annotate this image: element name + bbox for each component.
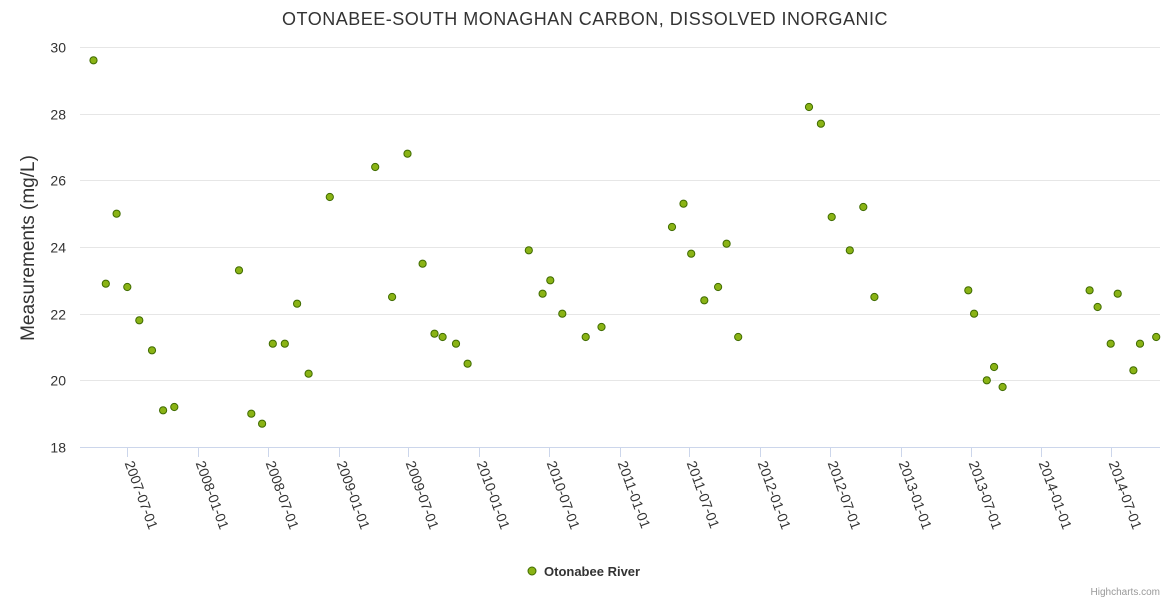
- data-point[interactable]: [722, 239, 731, 248]
- data-point[interactable]: [1129, 366, 1138, 375]
- data-point[interactable]: [135, 316, 144, 325]
- data-point[interactable]: [280, 339, 289, 348]
- data-point[interactable]: [714, 282, 723, 292]
- y-axis-label: Measurements (mg/L): [18, 155, 39, 341]
- x-tick-label: 2010-01-01: [474, 459, 514, 532]
- data-point[interactable]: [581, 332, 590, 342]
- data-point[interactable]: [112, 209, 121, 218]
- data-point[interactable]: [1093, 302, 1102, 312]
- data-point[interactable]: [430, 329, 439, 338]
- data-point[interactable]: [123, 282, 132, 292]
- data-point[interactable]: [418, 259, 427, 268]
- data-point[interactable]: [524, 246, 533, 255]
- data-point[interactable]: [159, 406, 168, 415]
- x-tick-label: 2012-07-01: [825, 459, 865, 532]
- data-point[interactable]: [234, 266, 244, 275]
- data-point[interactable]: [970, 309, 979, 318]
- y-tick-label: 24: [50, 240, 66, 256]
- y-tick-label: 26: [50, 173, 66, 189]
- y-tick-label: 22: [50, 307, 66, 323]
- y-axis-ticks: 18 20 22 24 26 28 30: [50, 40, 66, 456]
- data-point[interactable]: [147, 346, 157, 355]
- x-tick-label: 2008-07-01: [263, 459, 303, 532]
- y-tick-label: 18: [50, 440, 66, 456]
- series-otonabee-river[interactable]: [89, 56, 1161, 428]
- data-point[interactable]: [304, 369, 313, 378]
- grid-lines: [80, 47, 1160, 381]
- data-point[interactable]: [388, 292, 397, 302]
- data-point[interactable]: [538, 289, 547, 298]
- credits-link[interactable]: Highcharts.com: [1091, 587, 1160, 598]
- data-point[interactable]: [170, 402, 179, 412]
- data-point[interactable]: [700, 296, 709, 305]
- data-point[interactable]: [1085, 286, 1094, 295]
- data-point[interactable]: [687, 249, 696, 258]
- legend-label-otonabee-river[interactable]: Otonabee River: [544, 564, 640, 579]
- legend-marker[interactable]: [527, 566, 537, 576]
- data-point[interactable]: [89, 56, 98, 65]
- x-tick-label: 2013-01-01: [896, 459, 936, 532]
- data-point[interactable]: [679, 199, 688, 208]
- data-point[interactable]: [1113, 289, 1122, 298]
- x-tick-label: 2011-01-01: [615, 459, 654, 531]
- data-point[interactable]: [597, 322, 606, 332]
- x-tick-label: 2007-07-01: [122, 459, 162, 532]
- y-tick-label: 28: [50, 107, 66, 123]
- data-point[interactable]: [268, 339, 277, 348]
- chart-title: OTONABEE-SOUTH MONAGHAN CARBON, DISSOLVE…: [282, 9, 888, 29]
- x-tick-label: 2014-07-01: [1106, 459, 1146, 532]
- x-tick-label: 2014-01-01: [1036, 459, 1076, 532]
- x-axis-ticks: 2007-07-01 2008-01-01 2008-07-01 2009-01-01…: [122, 447, 1146, 532]
- y-tick-label: 30: [50, 40, 66, 56]
- x-tick-label: 2010-07-01: [544, 459, 584, 532]
- data-point[interactable]: [325, 192, 334, 202]
- data-point[interactable]: [451, 339, 461, 348]
- x-tick-label: 2008-01-01: [193, 459, 233, 532]
- data-point[interactable]: [258, 419, 267, 428]
- data-point[interactable]: [964, 286, 973, 295]
- data-point[interactable]: [558, 309, 567, 318]
- data-point[interactable]: [827, 212, 836, 222]
- data-point[interactable]: [998, 382, 1007, 392]
- data-point[interactable]: [859, 202, 868, 212]
- data-point[interactable]: [1135, 339, 1145, 348]
- data-point[interactable]: [990, 362, 999, 372]
- x-tick-label: 2012-01-01: [755, 459, 795, 532]
- data-point[interactable]: [403, 149, 412, 158]
- data-point[interactable]: [734, 332, 743, 342]
- data-point[interactable]: [845, 246, 854, 255]
- data-point[interactable]: [438, 332, 447, 342]
- x-tick-label: 2009-07-01: [403, 459, 443, 532]
- data-point[interactable]: [371, 162, 380, 172]
- data-point[interactable]: [546, 276, 555, 285]
- data-point[interactable]: [816, 119, 826, 128]
- x-tick-label: 2011-07-01: [684, 459, 723, 531]
- data-point[interactable]: [870, 292, 879, 302]
- y-tick-label: 20: [50, 373, 66, 389]
- data-point[interactable]: [1106, 339, 1115, 348]
- data-point[interactable]: [804, 102, 814, 112]
- data-point[interactable]: [982, 376, 991, 385]
- data-point[interactable]: [247, 409, 256, 418]
- data-point[interactable]: [101, 279, 110, 288]
- data-point[interactable]: [1152, 332, 1161, 342]
- data-point[interactable]: [293, 299, 302, 308]
- x-tick-label: 2009-01-01: [334, 459, 374, 532]
- data-point[interactable]: [463, 359, 472, 368]
- legend[interactable]: Otonabee River: [527, 564, 640, 579]
- x-tick-label: 2013-07-01: [966, 459, 1006, 532]
- data-point[interactable]: [667, 222, 677, 232]
